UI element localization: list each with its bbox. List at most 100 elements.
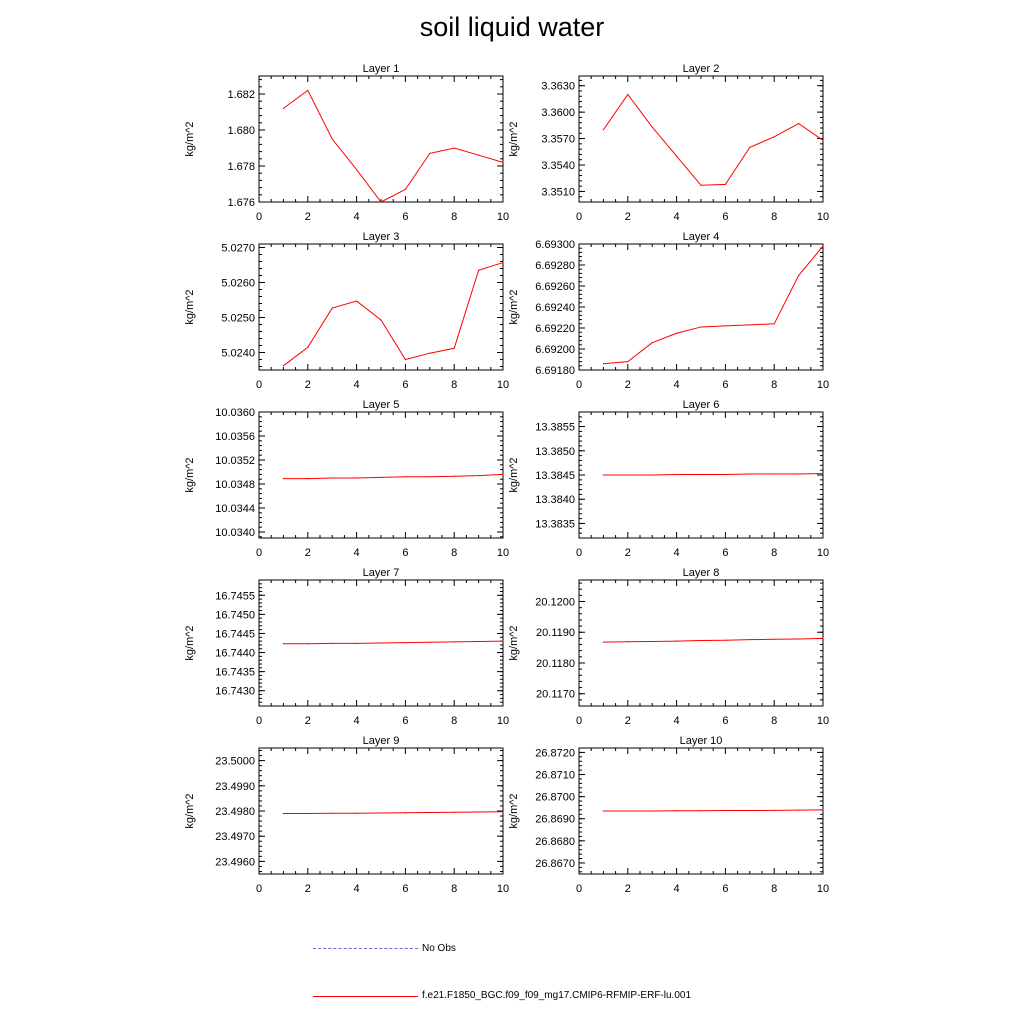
x-tick-label: 10 [817,883,829,895]
y-tick-label: 6.69260 [535,281,575,293]
x-tick-label: 8 [771,547,777,559]
data-point [773,473,775,475]
data-point [478,154,480,156]
y-axis-title: kg/m^2 [184,457,196,492]
plot-frame [258,75,504,203]
data-point [356,642,358,644]
x-tick-label: 6 [722,715,728,727]
series-line [603,637,824,643]
x-tick-label: 4 [674,379,680,391]
x-tick-label: 0 [256,715,262,727]
y-axis-title: kg/m^2 [508,793,520,828]
x-tick-label: 8 [451,211,457,223]
data-point [502,640,504,642]
y-tick-label: 10.0348 [215,479,255,491]
y-tick-label: 23.4970 [215,831,255,843]
data-point [356,169,358,171]
data-point [380,319,382,321]
y-axis-title: kg/m^2 [184,625,196,660]
data-point [700,473,702,476]
data-point [453,347,455,349]
y-tick-label: 1.678 [227,161,255,173]
x-tick-label: 6 [402,715,408,727]
panel-title: Layer 1 [363,63,400,75]
data-point [602,641,605,643]
data-point [404,812,406,814]
legend-model-label: f.e21.F1850_BGC.f09_f09_mg17.CMIP6-RFMIP… [422,990,692,1001]
series-line [283,89,504,203]
x-tick-label: 2 [305,883,311,895]
data-point [356,812,358,814]
y-tick-label: 26.8670 [535,858,575,870]
data-point [404,188,406,190]
data-point [282,107,284,109]
data-point [822,472,824,475]
data-point [676,473,678,476]
data-point [700,184,702,186]
x-tick-label: 4 [674,547,680,559]
panel-title: Layer 7 [363,567,400,579]
y-tick-label: 5.0270 [221,243,255,255]
y-tick-label: 6.69220 [535,323,575,335]
data-point [453,147,455,149]
data-point [749,639,751,641]
y-tick-label: 3.3510 [541,186,575,198]
data-point [331,642,333,644]
data-point [307,89,309,91]
data-point [700,810,702,812]
y-tick-label: 16.7430 [215,686,255,698]
data-point [404,476,406,478]
y-tick-label: 23.5000 [215,756,255,768]
x-tick-label: 2 [305,547,311,559]
y-tick-label: 23.4980 [215,806,255,818]
x-tick-label: 8 [451,715,457,727]
data-point [478,640,480,643]
data-point [356,300,358,302]
data-point [651,640,653,643]
plot-frame [578,75,824,203]
y-tick-label: 23.4990 [215,781,255,793]
x-tick-label: 2 [625,211,631,223]
data-point [429,641,431,643]
data-point [478,475,480,477]
x-tick-label: 6 [722,211,728,223]
data-point [651,126,653,128]
data-point [331,138,333,140]
y-axis-title: kg/m^2 [508,289,520,324]
data-point [502,161,504,163]
data-point [478,811,480,813]
panel-title: Layer 8 [683,567,720,579]
y-tick-label: 6.69300 [535,239,575,251]
x-tick-label: 0 [576,883,582,895]
plot-frame [258,243,504,371]
y-tick-label: 20.1180 [536,658,575,670]
x-tick-label: 6 [402,379,408,391]
panel-layer-4: Layer 4 0 2 4 6 8 10 6.69180 6.69200 6.69220 6.692… [508,231,829,391]
y-tick-label: 6.69180 [535,365,575,377]
x-tick-label: 10 [817,547,829,559]
data-point [724,183,727,185]
x-tick-label: 10 [817,211,829,223]
x-tick-label: 2 [305,715,311,727]
data-point [749,809,751,812]
x-tick-label: 8 [771,379,777,391]
data-point [380,201,382,203]
x-tick-label: 0 [576,379,582,391]
data-point [602,129,605,131]
data-point [380,642,382,644]
data-point [676,640,678,642]
data-point [627,474,629,476]
x-tick-label: 6 [722,547,728,559]
data-point [822,245,824,247]
x-tick-label: 0 [576,715,582,727]
data-point [724,639,727,641]
plot-frame [258,411,504,539]
panel-layer-8: Layer 8 0 2 4 6 8 10 20.1170 20.1180 20.1190 20.12… [508,567,829,727]
data-point [307,643,309,645]
data-point [773,809,775,811]
x-tick-label: 8 [451,547,457,559]
x-tick-label: 10 [497,547,509,559]
x-tick-label: 4 [354,379,360,391]
data-point [724,473,727,476]
